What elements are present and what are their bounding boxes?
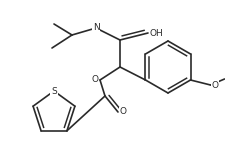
- Text: S: S: [51, 86, 57, 96]
- Text: O: O: [212, 80, 218, 90]
- Text: O: O: [91, 76, 98, 84]
- Text: N: N: [93, 24, 99, 32]
- Text: O: O: [120, 107, 127, 117]
- Text: OH: OH: [150, 28, 164, 38]
